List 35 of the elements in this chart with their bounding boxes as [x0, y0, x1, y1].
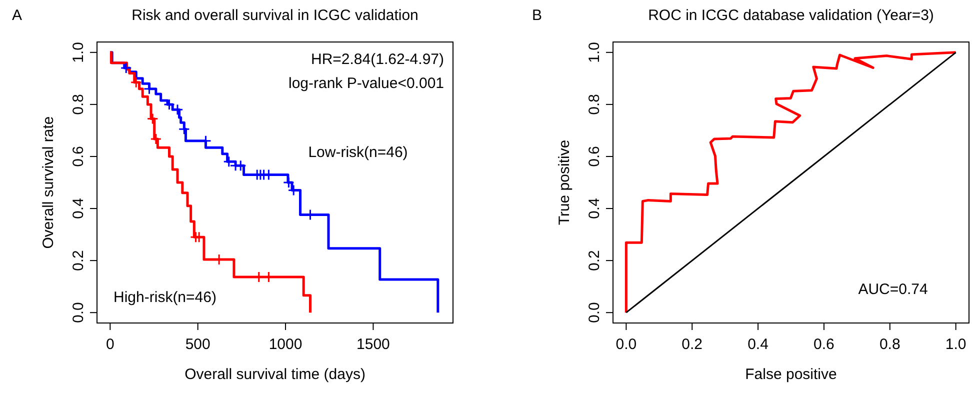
x-tick-label: 1.0 — [945, 336, 966, 353]
y-tick-label: 1.0 — [70, 42, 87, 63]
y-axis-title: Overall survival rate — [40, 116, 57, 249]
chart-title: Risk and overall survival in ICGC validation — [132, 7, 418, 24]
y-tick-label: 0.2 — [70, 250, 87, 271]
annotation: Low-risk(n=46) — [308, 144, 408, 161]
x-tick-label: 0.6 — [814, 336, 834, 353]
x-tick-label: 0 — [106, 336, 114, 353]
x-tick-label: 0.2 — [682, 336, 703, 353]
y-tick-label: 1.0 — [586, 42, 603, 63]
annotation: HR=2.84(1.62-4.97) — [311, 50, 444, 68]
annotation: log-rank P-value<0.001 — [288, 74, 444, 92]
x-axis-title: Overall survival time (days) — [184, 366, 366, 383]
y-axis-title: True positive — [556, 140, 573, 226]
text: A — [12, 7, 22, 24]
x-tick-label: 500 — [185, 336, 210, 353]
x-tick-label: 0.4 — [748, 336, 768, 353]
y-tick-label: 0.0 — [70, 302, 87, 324]
y-tick-label: 0.6 — [70, 146, 87, 167]
y-tick-label: 0.8 — [586, 94, 603, 115]
y-tick-label: 0.4 — [70, 198, 87, 219]
chart-title: ROC in ICGC database validation (Year=3) — [648, 7, 934, 24]
y-tick-label: 0.4 — [586, 198, 603, 219]
text: B — [532, 7, 542, 24]
annotation: AUC=0.74 — [858, 280, 928, 298]
y-tick-label: 0.0 — [586, 302, 603, 324]
y-tick-label: 0.6 — [586, 146, 603, 167]
x-axis-title: False positive — [745, 366, 837, 383]
x-tick-label: 1500 — [356, 336, 390, 353]
x-tick-label: 0.8 — [879, 336, 900, 353]
y-tick-label: 0.2 — [586, 250, 603, 271]
x-tick-label: 1000 — [268, 336, 302, 353]
annotation: High-risk(n=46) — [114, 288, 216, 306]
x-tick-label: 0.0 — [616, 336, 637, 353]
y-tick-label: 0.8 — [70, 94, 87, 115]
